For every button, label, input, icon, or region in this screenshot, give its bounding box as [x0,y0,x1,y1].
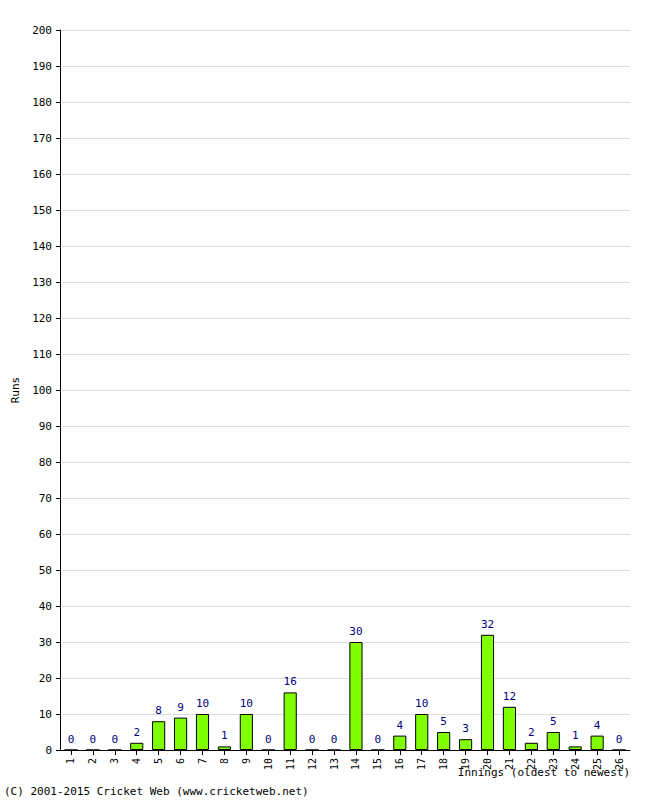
svg-text:2: 2 [133,726,140,739]
svg-text:14: 14 [350,758,361,770]
svg-text:30: 30 [39,636,52,649]
svg-text:20: 20 [39,672,52,685]
svg-text:10: 10 [263,758,274,770]
svg-text:23: 23 [548,758,559,770]
svg-text:21: 21 [504,758,515,770]
svg-text:130: 130 [32,276,52,289]
svg-text:16: 16 [394,758,405,770]
svg-text:11: 11 [285,758,296,770]
svg-text:120: 120 [32,312,52,325]
svg-text:15: 15 [372,758,383,770]
svg-text:8: 8 [155,704,162,717]
svg-text:16: 16 [284,675,297,688]
svg-text:0: 0 [309,733,316,746]
svg-text:4: 4 [594,719,601,732]
svg-text:6: 6 [175,758,186,764]
svg-text:200: 200 [32,24,52,37]
svg-text:18: 18 [438,758,449,770]
svg-text:10: 10 [415,697,428,710]
svg-text:10: 10 [39,708,52,721]
svg-text:19: 19 [460,758,471,770]
svg-text:4: 4 [396,719,403,732]
svg-text:25: 25 [592,758,603,770]
svg-text:12: 12 [503,690,516,703]
svg-text:80: 80 [39,456,52,469]
svg-text:1: 1 [572,729,579,742]
svg-text:110: 110 [32,348,52,361]
svg-text:60: 60 [39,528,52,541]
svg-text:0: 0 [111,733,118,746]
svg-text:40: 40 [39,600,52,613]
svg-text:3: 3 [462,722,469,735]
svg-text:100: 100 [32,384,52,397]
svg-text:24: 24 [570,758,581,770]
svg-text:26: 26 [614,758,625,770]
svg-text:12: 12 [307,758,318,770]
svg-text:160: 160 [32,168,52,181]
svg-text:1: 1 [65,758,76,764]
svg-text:0: 0 [331,733,338,746]
svg-text:7: 7 [197,758,208,764]
svg-text:4: 4 [131,758,142,764]
svg-text:5: 5 [440,715,447,728]
svg-text:5: 5 [550,715,557,728]
svg-text:0: 0 [68,733,75,746]
svg-text:150: 150 [32,204,52,217]
svg-text:0: 0 [616,733,623,746]
svg-text:9: 9 [241,758,252,764]
svg-text:0: 0 [90,733,97,746]
svg-text:90: 90 [39,420,52,433]
svg-text:30: 30 [349,625,362,638]
svg-text:0: 0 [375,733,382,746]
svg-text:10: 10 [240,697,253,710]
svg-text:3: 3 [109,758,120,764]
svg-text:180: 180 [32,96,52,109]
svg-text:0: 0 [45,744,52,757]
svg-text:2: 2 [87,758,98,764]
svg-text:10: 10 [196,697,209,710]
svg-text:(C) 2001-2015 Cricket Web (www: (C) 2001-2015 Cricket Web (www.cricketwe… [4,785,309,798]
svg-text:Runs: Runs [9,377,22,404]
svg-text:9: 9 [177,701,184,714]
svg-text:2: 2 [528,726,535,739]
svg-text:5: 5 [153,758,164,764]
svg-text:17: 17 [416,758,427,770]
svg-text:140: 140 [32,240,52,253]
svg-text:1: 1 [221,729,228,742]
svg-text:20: 20 [482,758,493,770]
svg-text:0: 0 [265,733,272,746]
svg-text:70: 70 [39,492,52,505]
svg-text:8: 8 [219,758,230,764]
svg-text:22: 22 [526,758,537,770]
svg-text:32: 32 [481,618,494,631]
svg-text:50: 50 [39,564,52,577]
svg-text:13: 13 [329,758,340,770]
svg-text:170: 170 [32,132,52,145]
svg-text:Innings (oldest to newest): Innings (oldest to newest) [457,766,630,779]
svg-text:190: 190 [32,60,52,73]
